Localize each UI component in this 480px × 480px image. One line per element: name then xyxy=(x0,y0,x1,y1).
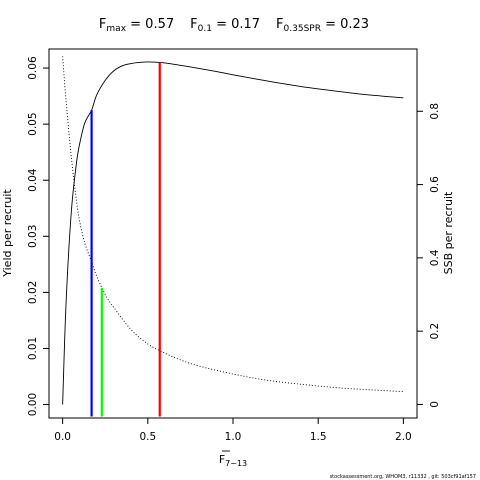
x-axis-label-text: F7−13 xyxy=(219,453,247,468)
x-tick-label: 1.0 xyxy=(225,431,242,443)
y2-tick-label: 0.8 xyxy=(429,103,441,120)
y-tick-label: 0.06 xyxy=(27,56,39,80)
y-axis-left: 0.00 0.01 0.02 0.03 0.04 0.05 0.06 xyxy=(27,56,49,416)
ssb-per-recruit-line xyxy=(62,56,404,393)
y-tick-label: 0.02 xyxy=(27,281,39,304)
x-tick-label: 0.0 xyxy=(54,431,71,443)
x-tick-label: 0.5 xyxy=(139,431,156,443)
y-axis-label: Yield per recruit xyxy=(1,189,14,278)
y2-tick-label: 0 xyxy=(429,401,441,408)
y-tick-label: 0.01 xyxy=(27,337,39,360)
y2-tick-label: 0.4 xyxy=(429,249,441,266)
x-axis-label: F7−13 xyxy=(219,450,247,468)
y2-axis-label: SSB per recruit xyxy=(442,191,455,274)
series-layer xyxy=(62,56,404,405)
plot-frame xyxy=(48,48,418,419)
y-axis-right: 0 0.2 0.4 0.6 0.8 xyxy=(417,103,441,408)
y-tick-label: 0.00 xyxy=(27,393,39,416)
x-tick-label: 1.5 xyxy=(310,431,327,443)
footer-credit: stockassessment.org, WHOM3, r11332 , git… xyxy=(330,474,476,480)
y-tick-label: 0.03 xyxy=(27,225,39,248)
reference-lines xyxy=(90,62,161,417)
yield-per-recruit-line xyxy=(62,61,404,405)
chart-title: Fmax = 0.57 F0.1 = 0.17 F0.35SPR = 0.23 xyxy=(99,17,369,34)
x-tick-label: 2.0 xyxy=(395,431,412,443)
y-tick-label: 0.05 xyxy=(27,112,39,135)
y-tick-label: 0.04 xyxy=(27,168,39,192)
title-text: Fmax = 0.57 F0.1 = 0.17 F0.35SPR = 0.23 xyxy=(99,17,369,34)
x-axis: 0.0 0.5 1.0 1.5 2.0 xyxy=(54,418,412,443)
y2-tick-label: 0.2 xyxy=(429,323,441,340)
y2-tick-label: 0.6 xyxy=(429,176,441,193)
